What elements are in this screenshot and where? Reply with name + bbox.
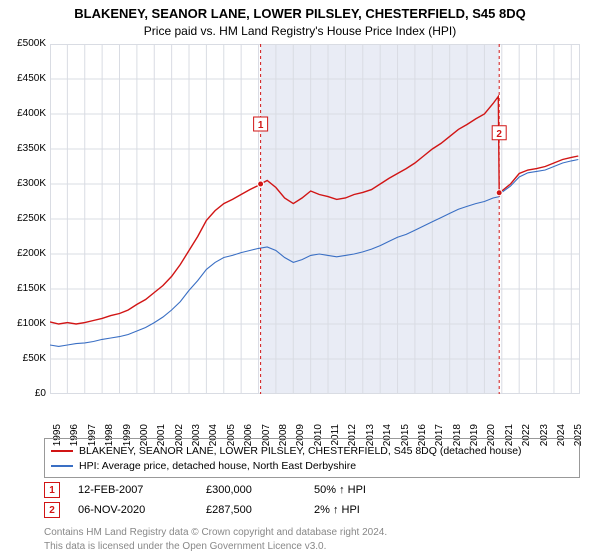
legend-swatch-hpi	[51, 465, 73, 467]
legend-label-property: BLAKENEY, SEANOR LANE, LOWER PILSLEY, CH…	[79, 445, 522, 457]
sale-diff-2: 2% ↑ HPI	[314, 504, 360, 516]
sale-date-2: 06-NOV-2020	[78, 504, 188, 516]
sale-price-2: £287,500	[206, 504, 296, 516]
legend-swatch-property	[51, 450, 73, 452]
legend-row-hpi: HPI: Average price, detached house, Nort…	[51, 458, 573, 473]
chart-container: BLAKENEY, SEANOR LANE, LOWER PILSLEY, CH…	[0, 0, 600, 560]
legend-row-property: BLAKENEY, SEANOR LANE, LOWER PILSLEY, CH…	[51, 443, 573, 458]
sale-row-1: 1 12-FEB-2007 £300,000 50% ↑ HPI	[44, 482, 384, 498]
footnote-1: Contains HM Land Registry data © Crown c…	[44, 526, 387, 539]
legend-label-hpi: HPI: Average price, detached house, Nort…	[79, 460, 356, 472]
y-tick-label: £100K	[0, 318, 46, 329]
chart-svg: 12	[50, 44, 580, 394]
sale-row-2: 2 06-NOV-2020 £287,500 2% ↑ HPI	[44, 502, 378, 518]
y-tick-label: £50K	[0, 353, 46, 364]
chart-title-address: BLAKENEY, SEANOR LANE, LOWER PILSLEY, CH…	[0, 6, 600, 21]
y-tick-label: £300K	[0, 178, 46, 189]
y-tick-label: £450K	[0, 73, 46, 84]
y-tick-label: £250K	[0, 213, 46, 224]
sale-marker-2-icon: 2	[44, 502, 60, 518]
plot-area: 12	[50, 44, 580, 394]
footnote-2: This data is licensed under the Open Gov…	[44, 540, 326, 553]
svg-text:2: 2	[496, 129, 502, 140]
sale-price-1: £300,000	[206, 484, 296, 496]
sale-diff-1: 50% ↑ HPI	[314, 484, 366, 496]
chart-subtitle: Price paid vs. HM Land Registry's House …	[0, 24, 600, 38]
sale-date-1: 12-FEB-2007	[78, 484, 188, 496]
y-tick-label: £400K	[0, 108, 46, 119]
y-tick-label: £500K	[0, 38, 46, 49]
y-tick-label: £0	[0, 388, 46, 399]
sale-marker-1-icon: 1	[44, 482, 60, 498]
y-tick-label: £150K	[0, 283, 46, 294]
legend: BLAKENEY, SEANOR LANE, LOWER PILSLEY, CH…	[44, 438, 580, 478]
y-tick-label: £350K	[0, 143, 46, 154]
svg-text:1: 1	[258, 120, 264, 131]
y-tick-label: £200K	[0, 248, 46, 259]
